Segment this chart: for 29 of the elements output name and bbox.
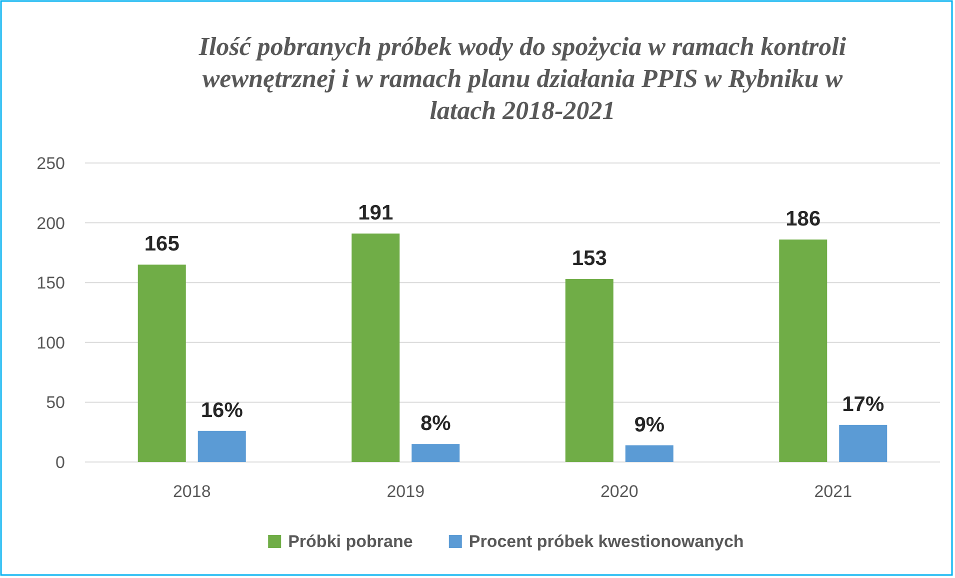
legend-label: Próbki pobrane [288,532,413,551]
data-label: 191 [358,202,394,225]
chart-title: Ilość pobranych próbek wody do spożycia w ramach kontroli wewnętrznej i w ramach planu działania PPIS w Rybniku w latach 2018-2021 [198,32,847,125]
annotation: 16% [200,398,244,422]
y-tick-label: 150 [36,274,65,293]
y-tick-label: 0 [56,453,65,472]
x-tick-label: 2018 [172,482,211,501]
bar [625,445,674,462]
bar [565,279,614,462]
bar [352,234,400,462]
x-tick-label: 2020 [600,482,638,501]
bar [138,264,186,462]
annotation: 9% [634,413,665,436]
y-tick-label: 200 [36,214,65,233]
y-tick-label: 50 [46,393,65,412]
bar [839,424,888,462]
bar [412,444,460,462]
data-label: 153 [572,247,607,270]
y-tick-label: 250 [36,154,65,173]
x-tick-label: 2021 [814,482,852,501]
x-tick-label: 2019 [386,482,425,501]
bar [198,430,246,462]
annotation: 8% [420,412,452,436]
data-label: 186 [786,208,821,231]
y-tick-label: 100 [36,333,65,352]
annotation: 17% [842,392,884,416]
bar [779,240,828,462]
data-label: 165 [144,232,180,256]
legend-label: Procent próbek kwestionowanych [468,532,744,551]
